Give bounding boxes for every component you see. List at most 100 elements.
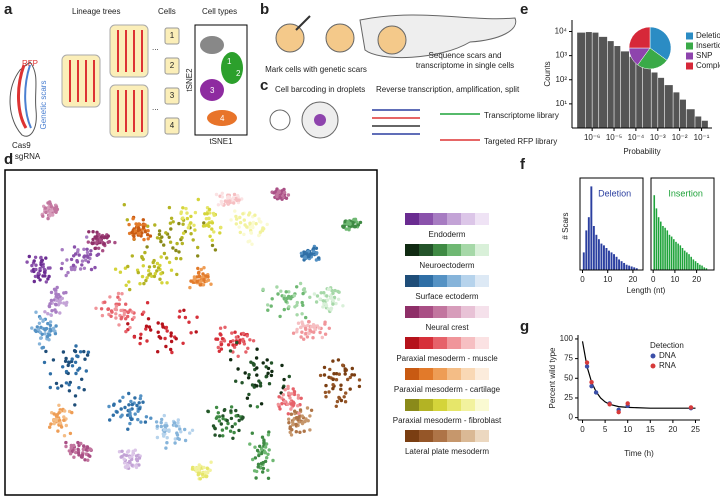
tsne-dot: [327, 287, 332, 291]
tsne-dot: [179, 430, 183, 434]
tsne-dot: [196, 266, 200, 271]
x-tick-label: 0: [651, 275, 656, 284]
panel-c: c Cell barcoding in droplets Reverse tra…: [260, 77, 559, 146]
x-tick-label: 10⁻⁴: [628, 133, 645, 142]
reads: [372, 109, 480, 141]
tsne-dot: [334, 378, 339, 382]
tsne-dot: [315, 251, 319, 255]
tsne-dot: [251, 339, 256, 343]
tsne-dot: [181, 216, 185, 220]
tsne-dot: [345, 222, 349, 226]
tsne-dot: [84, 258, 88, 262]
tsne-dot: [280, 402, 284, 406]
tsne-dot: [173, 437, 177, 441]
tsne-dot: [308, 328, 312, 333]
legend-swatch: [447, 244, 461, 256]
tsne-dot: [52, 421, 56, 426]
legend-swatch: [405, 244, 419, 256]
tsne-dot: [344, 227, 348, 231]
legend-swatch: [475, 337, 489, 349]
tsne-dot: [204, 217, 209, 221]
tsne-dot: [84, 452, 88, 456]
legend-swatch: [433, 244, 447, 256]
tsne-dot: [61, 365, 65, 369]
tsne-dot: [33, 255, 38, 259]
tsne-dot: [121, 395, 125, 399]
tsne-dot: [34, 263, 38, 267]
tsne-dot: [183, 427, 187, 432]
tsne-dot: [149, 328, 153, 332]
legend-swatch: [405, 337, 419, 349]
panel-title: Insertion: [668, 188, 703, 198]
tsne-dot: [210, 221, 215, 225]
tsne-dot: [165, 329, 169, 333]
tsne-dot: [65, 300, 69, 305]
tsne-dot: [132, 315, 136, 320]
tsne-dot: [334, 404, 338, 408]
tsne-dot: [62, 415, 66, 419]
tsne-dot: [201, 272, 205, 276]
cluster: [200, 79, 224, 101]
tsne-dot: [48, 323, 53, 328]
tsne-dot: [187, 320, 191, 324]
tsne-dot: [241, 339, 245, 343]
tsne-dot: [146, 237, 150, 241]
tsne-dot: [296, 396, 301, 400]
tsne-dot: [43, 332, 47, 336]
tsne-dot: [237, 225, 241, 229]
legend-swatch: [475, 368, 489, 380]
tsne-dot: [145, 276, 149, 280]
panel-d: d: [4, 151, 378, 496]
tsne-dot: [267, 448, 271, 452]
tsne-dot: [126, 322, 130, 326]
tsne-dot: [67, 361, 71, 365]
tsne-dot: [214, 192, 219, 197]
tsne-dot: [218, 231, 222, 235]
tsne-dot: [89, 249, 93, 253]
tsne-dot: [234, 414, 238, 418]
legend-marker: [650, 363, 656, 369]
point: [593, 390, 599, 395]
tsne-dot: [153, 272, 157, 276]
tsne-dot: [356, 223, 361, 227]
tsne-dot: [54, 381, 59, 386]
tsne-dot: [128, 287, 132, 292]
tsne-dot: [44, 326, 49, 331]
tsne-dot: [196, 197, 200, 202]
tsne-dot: [246, 240, 250, 244]
tsne-dot: [37, 327, 41, 332]
tsne-dot: [301, 291, 305, 296]
tsne-dot: [119, 308, 123, 313]
bar: [599, 36, 608, 128]
tsne-dot: [302, 429, 306, 433]
tsne-dot: [52, 329, 56, 333]
tsne-dot: [238, 215, 242, 220]
x-tick-label: 0: [580, 275, 585, 284]
tsne-dot: [164, 231, 168, 235]
tsne-dot: [266, 433, 271, 437]
tsne-dot: [264, 375, 268, 379]
tsne-dot: [53, 331, 58, 336]
tsne-dot: [236, 193, 240, 198]
tsne-dot: [216, 345, 220, 350]
legend-swatch: [447, 337, 461, 349]
tsne-dot: [322, 365, 327, 370]
tsne-dot: [298, 408, 303, 412]
tsne-dot: [160, 417, 164, 422]
tsne-dot: [46, 321, 50, 326]
bar: [625, 264, 628, 270]
legend-swatch: [461, 306, 475, 318]
tsne-dot: [128, 325, 132, 330]
frame: [650, 177, 715, 271]
tsne-dot: [85, 235, 89, 239]
legend-swatch: [405, 213, 419, 225]
caption: Mark cells with genetic scars: [265, 65, 367, 74]
tsne-dot: [267, 382, 272, 386]
tsne-dot: [281, 393, 285, 397]
tsne-dot: [144, 324, 149, 328]
tsne-dot: [116, 295, 120, 299]
tsne-dot: [287, 374, 291, 379]
tsne-dot: [82, 388, 86, 392]
tsne-dot: [186, 226, 190, 230]
tsne-dot: [246, 376, 251, 380]
